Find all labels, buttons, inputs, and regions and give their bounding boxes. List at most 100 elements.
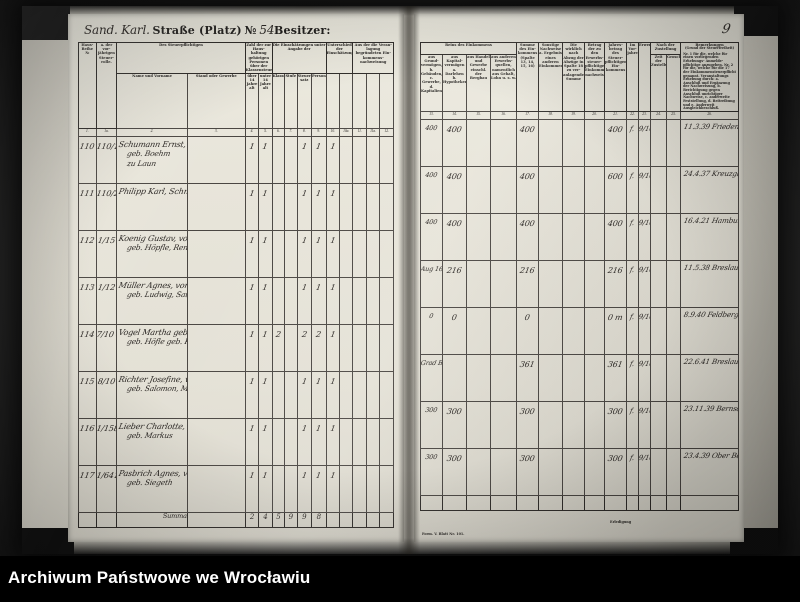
table-row[interactable]: 300 300 300 300 f. 9/10 23.4.39 Ober Bernsdorf… — [420, 447, 740, 496]
left-col-number: 1. — [78, 127, 97, 137]
closing-cell — [638, 494, 652, 511]
header-nummer: a. der vor­jährigen Steuer­rolle. — [95, 42, 118, 129]
cell-personen: 1 — [311, 135, 327, 184]
cell-stand — [186, 182, 246, 231]
cell-im-vorjahre: f. — [626, 118, 640, 167]
cell-steuersatz: 1 — [296, 135, 312, 184]
header-erwerb: Erwerb — [638, 42, 652, 112]
left-col-number: 5. — [258, 127, 273, 137]
left-col-number: 11. — [352, 127, 367, 137]
cell-personen: 1 — [311, 464, 327, 513]
cell-jahresbetrag: 0 m — [604, 306, 628, 355]
cell-unter14: 1 — [258, 229, 273, 278]
cell-ueber14: 1 — [244, 135, 260, 184]
header-begruendung-a — [352, 72, 367, 129]
cell-begruendung-c — [379, 276, 394, 325]
cell-bemerkungen: 11.3.39 Friedenhöh 4641 4g — [680, 118, 740, 167]
cell-veranlagt — [562, 447, 586, 496]
cell-klasse — [271, 135, 286, 184]
cell-name: Müller Agnes, von Gärtl.geb. Ludwig, Sat… — [116, 276, 188, 325]
cell-begruendung-b — [365, 182, 381, 231]
cell-erwerb: 9/10 — [638, 165, 652, 214]
cell-summe: 400 — [516, 212, 540, 261]
summary-blank — [338, 511, 354, 528]
cell-begruendung-a — [352, 464, 367, 513]
header-summe: Summe des Ein­kommens (Spalte 13, 14, 15… — [516, 42, 540, 112]
summary-label: Summa — [116, 511, 188, 528]
left-col-number: 8. — [296, 127, 312, 137]
cell-jahresbetrag: 400 — [604, 212, 628, 261]
cell-im-vorjahre: f. — [626, 447, 640, 496]
table-row[interactable]: Aug 16/11 Ffm 216216216216f.9/1011.5.38 … — [420, 259, 740, 308]
summary-row: Summa 2 4 5 9 9 8 — [78, 511, 394, 528]
cell-aus-handel — [466, 165, 491, 214]
left-col-number: 12. — [379, 127, 394, 137]
cell-name: Richter Josefine, von Wagnergeb. Salomon… — [116, 370, 188, 419]
table-row[interactable]: 111 110/2 Philipp Karl, Schneider 1 1 1 1 1 — [78, 182, 394, 231]
bemerkungen-note: Nr. 1 für die, welche für einen vor­lieg… — [683, 51, 737, 111]
cell-begruendung-b — [365, 370, 381, 419]
cell-erwerb: 9/10 — [638, 259, 652, 308]
cell-nummer: 8/10 — [95, 370, 118, 419]
cell-name: Pasbrich Agnes, von Arbeitergeb. Siegeth — [116, 464, 188, 513]
cell-stufe — [284, 464, 298, 513]
cell-steuersatz: 1 — [296, 182, 312, 231]
cell-aus-kapital: 400 — [442, 212, 467, 261]
cell-personen: 1 — [311, 417, 327, 466]
left-col-number: 2. — [116, 127, 188, 137]
bemerkungen-title: Bemerkungen — [695, 43, 724, 47]
cell-erwerb: 9/10 — [638, 400, 652, 449]
watermark-bar: Archiwum Państwowe we Wrocławiu — [0, 556, 800, 602]
owner-label: Besitzer: — [274, 24, 331, 37]
cell-haus-reihe: 112 — [78, 229, 97, 278]
folio-number: 9 — [720, 22, 732, 37]
cell-aus-anderen — [489, 447, 518, 496]
left-table: Haus-Reihe № a. der vor­jährigen Steuer­… — [78, 42, 394, 528]
cell-aus-grund: 400 — [420, 118, 443, 167]
cell-aus-kapital — [442, 353, 467, 402]
cell-nummer: 1/641 — [95, 464, 118, 513]
right-col-number: 14. — [442, 110, 467, 120]
cell-begruendung-b — [365, 323, 381, 372]
cell-unter14: 1 — [258, 370, 273, 419]
header-begruendung: Aus der die Veran­lagung begründeten Ein… — [352, 42, 394, 74]
header-begruendung-b — [365, 72, 381, 129]
cell-betrag-erwerb — [584, 118, 606, 167]
summary-blank-2 — [95, 511, 118, 528]
right-col-number: 23. — [638, 110, 652, 120]
table-row[interactable]: Grad By 26/10 40 361 405361361f.9/1022.6… — [420, 353, 740, 402]
summary-value: 9 — [296, 511, 312, 528]
summary-value: 4 — [258, 511, 273, 528]
cell-groschen — [666, 165, 682, 214]
right-col-number: 25. — [666, 110, 682, 120]
cell-stand — [186, 370, 246, 419]
cell-erwerb: 9/10 — [638, 353, 652, 402]
cell-sonstige — [538, 259, 564, 308]
cell-nummer: 1/12 — [95, 276, 118, 325]
left-col-number: 11a. — [365, 127, 381, 137]
cell-sonstige — [538, 165, 564, 214]
cell-stufe — [284, 276, 298, 325]
cell-betrag-erwerb — [584, 306, 606, 355]
cell-personen: 2 — [311, 323, 327, 372]
cell-unterschied-b — [338, 135, 354, 184]
cell-aus-kapital: 300 — [442, 447, 467, 496]
cell-nummer: 1/15 — [95, 229, 118, 278]
right-col-number: 15. — [466, 110, 491, 120]
cell-jahresbetrag: 600 — [604, 165, 628, 214]
cell-stufe — [284, 417, 298, 466]
closing-row — [420, 494, 740, 511]
cell-stand — [186, 417, 246, 466]
